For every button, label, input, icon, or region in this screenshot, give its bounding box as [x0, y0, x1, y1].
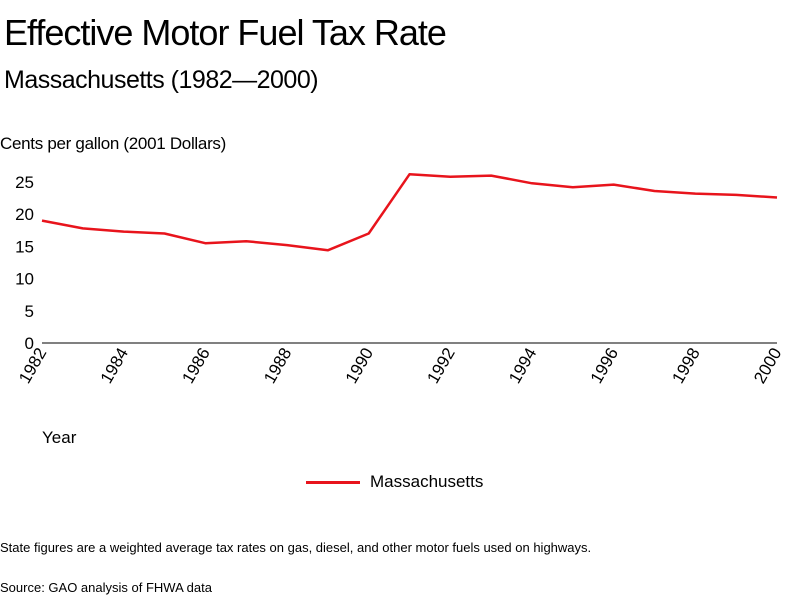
x-tick-label: 1988: [260, 345, 295, 387]
y-tick-label: 5: [25, 302, 34, 321]
chart-subtitle: Massachusetts (1982—2000): [4, 66, 319, 94]
x-tick-label: 1982: [15, 345, 50, 387]
legend: Massachusetts: [306, 472, 483, 492]
y-tick-label: 0: [25, 334, 34, 353]
x-tick-label: 1994: [505, 345, 540, 387]
source-note: Source: GAO analysis of FHWA data: [0, 580, 212, 595]
legend-label: Massachusetts: [370, 472, 484, 491]
x-axis-label: Year: [42, 428, 77, 447]
x-tick-label: 1990: [342, 345, 377, 387]
series-line-massachusetts: [41, 173, 778, 252]
x-tick-label: 1996: [587, 345, 622, 387]
y-axis-label: Cents per gallon (2001 Dollars): [0, 134, 226, 153]
x-tick-label: 1986: [178, 345, 213, 387]
legend-swatch: [306, 480, 360, 484]
footnote: State figures are a weighted average tax…: [0, 540, 592, 555]
x-tick-label: 1998: [668, 345, 703, 387]
y-tick-label: 15: [15, 237, 34, 256]
chart-title: Effective Motor Fuel Tax Rate: [4, 12, 447, 53]
y-tick-label: 25: [15, 173, 34, 192]
y-tick-label: 10: [15, 270, 34, 289]
x-tick-label: 1992: [423, 345, 458, 387]
y-tick-label: 20: [15, 205, 34, 224]
x-tick-label: 1984: [97, 345, 132, 387]
x-tick-label: 2000: [750, 345, 785, 387]
